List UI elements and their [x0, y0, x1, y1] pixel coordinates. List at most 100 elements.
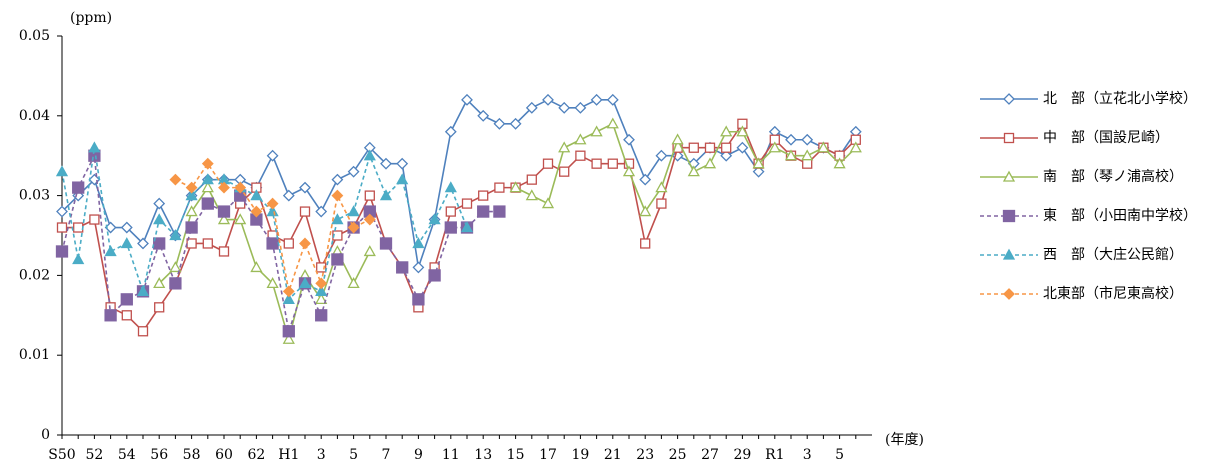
marker: [282, 332, 295, 344]
marker: [396, 173, 409, 185]
marker: [201, 173, 214, 185]
marker: [55, 165, 69, 177]
marker: [201, 157, 214, 170]
y-tick-label: 0.02: [19, 267, 50, 283]
marker: [687, 165, 700, 177]
marker: [656, 198, 667, 209]
x-tick-label: 3: [317, 447, 326, 463]
marker: [768, 141, 781, 153]
marker: [574, 133, 587, 145]
marker: [153, 237, 166, 250]
marker: [363, 245, 376, 257]
marker: [1002, 248, 1016, 260]
marker: [477, 205, 490, 218]
marker: [817, 141, 830, 153]
marker: [541, 197, 555, 209]
marker: [509, 181, 522, 193]
marker: [347, 277, 360, 289]
marker: [590, 93, 603, 106]
marker: [186, 238, 197, 249]
marker: [250, 189, 263, 201]
marker: [201, 197, 214, 210]
marker: [639, 173, 652, 186]
marker: [379, 189, 393, 201]
x-tick-label: 58: [183, 447, 201, 463]
marker: [266, 237, 279, 250]
marker: [121, 310, 132, 321]
x-tick-label: 23: [636, 447, 654, 463]
marker: [428, 213, 441, 225]
marker: [493, 117, 506, 130]
marker: [363, 149, 376, 161]
legend-label: 東 部（小田南中学校）: [1043, 207, 1197, 224]
marker: [802, 158, 813, 169]
marker: [120, 293, 133, 306]
marker: [363, 213, 376, 226]
marker: [89, 214, 100, 225]
marker: [299, 237, 311, 250]
marker: [655, 181, 668, 193]
marker: [72, 253, 85, 265]
marker: [347, 221, 360, 234]
x-tick-label: R1: [765, 447, 784, 463]
marker: [282, 285, 295, 298]
marker: [1002, 209, 1016, 223]
legend-label: 西 部（大庄公民館）: [1043, 246, 1183, 263]
marker: [185, 189, 198, 201]
marker: [234, 181, 247, 194]
marker: [412, 261, 425, 274]
marker: [558, 141, 571, 153]
series-line: [62, 122, 857, 333]
marker: [282, 189, 295, 202]
marker: [299, 206, 311, 217]
y-tick-label: 0.01: [19, 347, 50, 363]
marker: [525, 101, 538, 114]
x-tick-label: 52: [85, 447, 103, 463]
y-tick-label: 0.04: [19, 108, 50, 124]
marker: [493, 205, 506, 218]
marker: [331, 173, 344, 186]
marker: [412, 237, 425, 249]
x-unit: (年度): [885, 432, 924, 448]
marker: [622, 165, 636, 177]
y-tick-label: 0.05: [19, 28, 50, 44]
marker: [461, 198, 473, 209]
marker: [299, 181, 311, 194]
marker: [575, 150, 586, 161]
marker: [283, 238, 294, 249]
marker: [153, 197, 166, 210]
marker: [736, 141, 749, 154]
marker: [1003, 288, 1015, 300]
marker: [316, 262, 327, 273]
legend-label: 南 部（琴ノ浦高校）: [1043, 168, 1183, 185]
marker: [380, 157, 392, 170]
marker: [217, 213, 231, 225]
legend-label: 北 部（立花北小学校）: [1043, 90, 1197, 107]
marker: [494, 182, 505, 193]
marker: [849, 141, 862, 153]
marker: [56, 205, 68, 218]
series-line: [61, 98, 857, 268]
marker: [218, 181, 230, 194]
marker: [315, 309, 328, 322]
marker: [542, 158, 554, 169]
marker: [56, 222, 68, 233]
marker: [671, 133, 684, 145]
marker: [120, 237, 133, 249]
marker: [55, 245, 69, 258]
marker: [720, 125, 733, 137]
marker: [833, 157, 846, 169]
marker: [801, 133, 814, 146]
x-tick-label: 62: [247, 447, 265, 463]
marker: [688, 142, 699, 153]
marker: [331, 213, 344, 225]
marker: [785, 133, 797, 146]
marker: [574, 101, 587, 114]
marker: [591, 158, 602, 169]
marker: [444, 125, 457, 138]
marker: [137, 237, 149, 250]
marker: [266, 149, 279, 162]
marker: [234, 213, 247, 225]
marker: [332, 230, 343, 241]
